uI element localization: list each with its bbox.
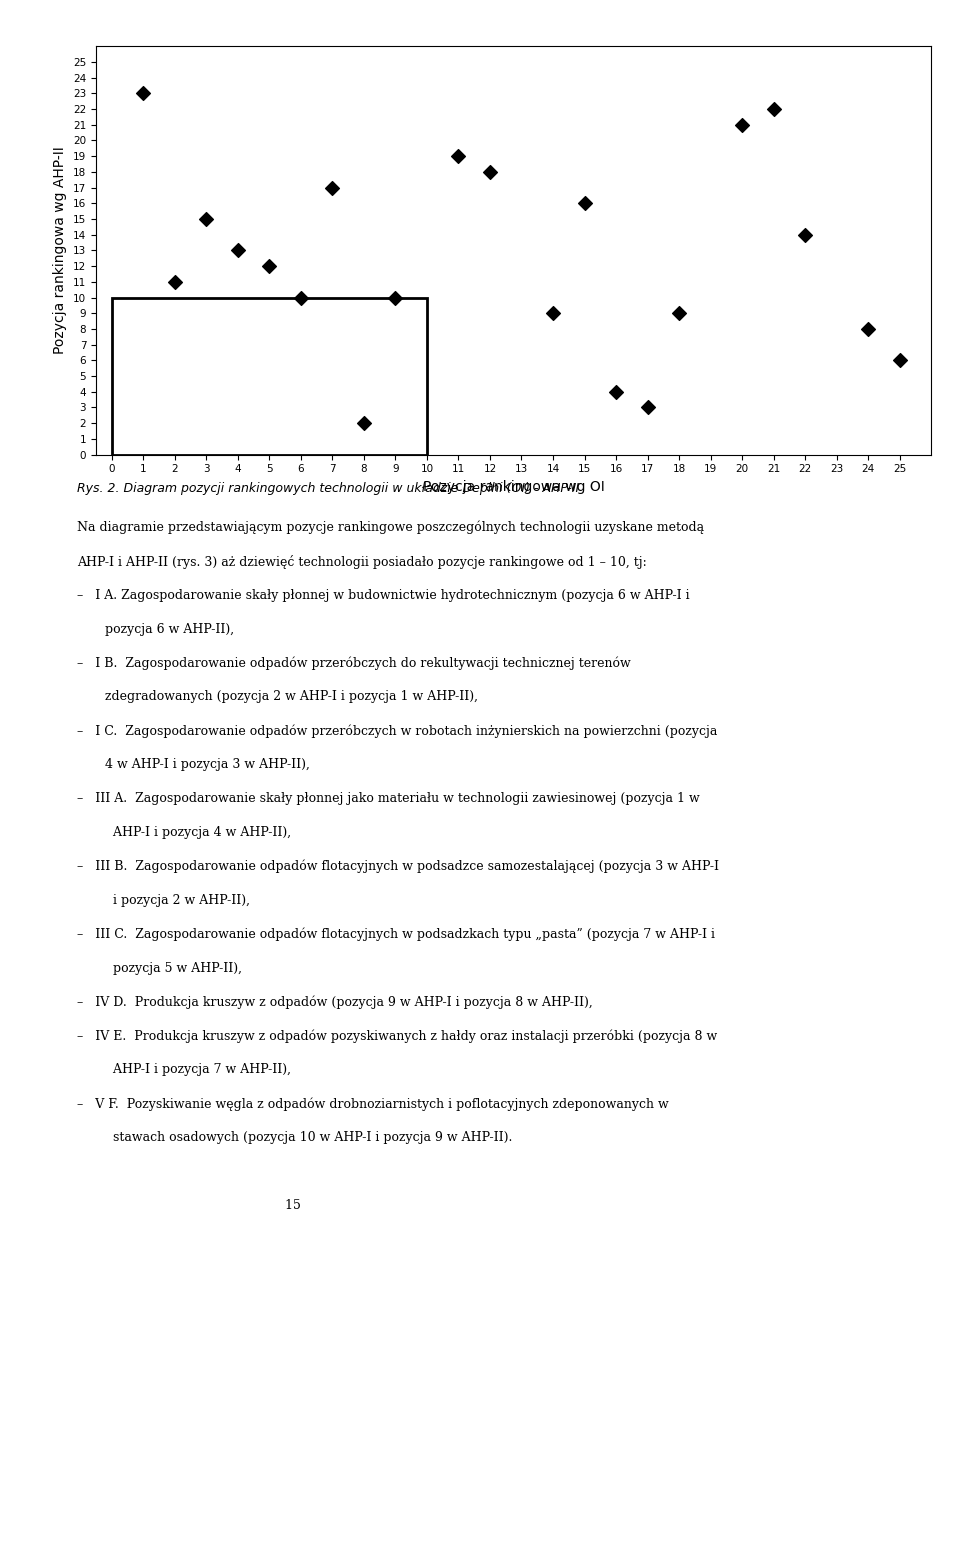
Point <box>451 143 467 168</box>
Text: –   I A. Zagospodarowanie skały płonnej w budownictwie hydrotechnicznym (pozycja: – I A. Zagospodarowanie skały płonnej w … <box>77 589 689 601</box>
Point <box>609 379 624 404</box>
Text: –   IV E.  Produkcja kruszyw z odpadów pozyskiwanych z hałdy oraz instalacji prz: – IV E. Produkcja kruszyw z odpadów pozy… <box>77 1029 717 1043</box>
Bar <box>111 297 427 455</box>
Point <box>262 254 277 279</box>
Point <box>293 285 308 310</box>
Y-axis label: Pozycja rankingowa wg AHP-II: Pozycja rankingowa wg AHP-II <box>54 146 67 354</box>
Point <box>167 270 182 294</box>
Text: stawach osadowych (pozycja 10 w AHP-I i pozycja 9 w AHP-II).: stawach osadowych (pozycja 10 w AHP-I i … <box>77 1131 513 1143</box>
Point <box>766 97 781 122</box>
Point <box>388 285 403 310</box>
Point <box>577 191 592 216</box>
Point <box>324 176 340 200</box>
Point <box>798 222 813 247</box>
Text: 4 w AHP-I i pozycja 3 w AHP-II),: 4 w AHP-I i pozycja 3 w AHP-II), <box>77 758 310 770</box>
Point <box>482 160 497 185</box>
Text: AHP-I i pozycja 7 w AHP-II),: AHP-I i pozycja 7 w AHP-II), <box>77 1063 291 1076</box>
Text: pozycja 6 w AHP-II),: pozycja 6 w AHP-II), <box>77 623 234 635</box>
Point <box>640 394 656 419</box>
Text: –   IV D.  Produkcja kruszyw z odpadów (pozycja 9 w AHP-I i pozycja 8 w AHP-II),: – IV D. Produkcja kruszyw z odpadów (poz… <box>77 995 592 1009</box>
Text: –   I B.  Zagospodarowanie odpadów przeróbczych do rekultywacji technicznej tere: – I B. Zagospodarowanie odpadów przeróbc… <box>77 656 631 670</box>
Text: AHP-I i pozycja 4 w AHP-II),: AHP-I i pozycja 4 w AHP-II), <box>77 826 291 838</box>
Point <box>892 348 907 373</box>
Text: i pozycja 2 w AHP-II),: i pozycja 2 w AHP-II), <box>77 894 250 906</box>
Text: pozycja 5 w AHP-II),: pozycja 5 w AHP-II), <box>77 962 242 974</box>
Point <box>734 112 750 137</box>
Point <box>860 316 876 341</box>
Text: –   V F.  Pozyskiwanie węgla z odpadów drobnoziarnistych i poflotacyjnych zdepon: – V F. Pozyskiwanie węgla z odpadów drob… <box>77 1097 668 1111</box>
Text: –   III A.  Zagospodarowanie skały płonnej jako materiału w technologii zawiesin: – III A. Zagospodarowanie skały płonnej … <box>77 792 700 804</box>
X-axis label: Pozycja rankingowa wg OI: Pozycja rankingowa wg OI <box>422 479 605 493</box>
Point <box>199 206 214 231</box>
Point <box>671 300 686 325</box>
Point <box>135 82 151 106</box>
Text: –   III B.  Zagospodarowanie odpadów flotacyjnych w podsadzce samozestalającej (: – III B. Zagospodarowanie odpadów flotac… <box>77 860 719 874</box>
Text: Na diagramie przedstawiającym pozycje rankingowe poszczególnych technologii uzys: Na diagramie przedstawiającym pozycje ra… <box>77 521 704 535</box>
Point <box>356 411 372 436</box>
Text: 15: 15 <box>77 1199 300 1211</box>
Text: –   I C.  Zagospodarowanie odpadów przeróbczych w robotach inżynierskich na powi: – I C. Zagospodarowanie odpadów przeróbc… <box>77 724 717 738</box>
Text: AHP-I i AHP-II (rys. 3) aż dziewięć technologii posiadało pozycje rankingowe od : AHP-I i AHP-II (rys. 3) aż dziewięć tech… <box>77 555 646 569</box>
Point <box>545 300 561 325</box>
Text: Rys. 2. Diagram pozycji rankingowych technologii w układzie Deplhi (OI) - AHP-II: Rys. 2. Diagram pozycji rankingowych tec… <box>77 482 579 495</box>
Point <box>230 237 246 262</box>
Text: zdegradowanych (pozycja 2 w AHP-I i pozycja 1 w AHP-II),: zdegradowanych (pozycja 2 w AHP-I i pozy… <box>77 690 478 703</box>
Text: –   III C.  Zagospodarowanie odpadów flotacyjnych w podsadzkach typu „pasta” (po: – III C. Zagospodarowanie odpadów flotac… <box>77 928 715 942</box>
